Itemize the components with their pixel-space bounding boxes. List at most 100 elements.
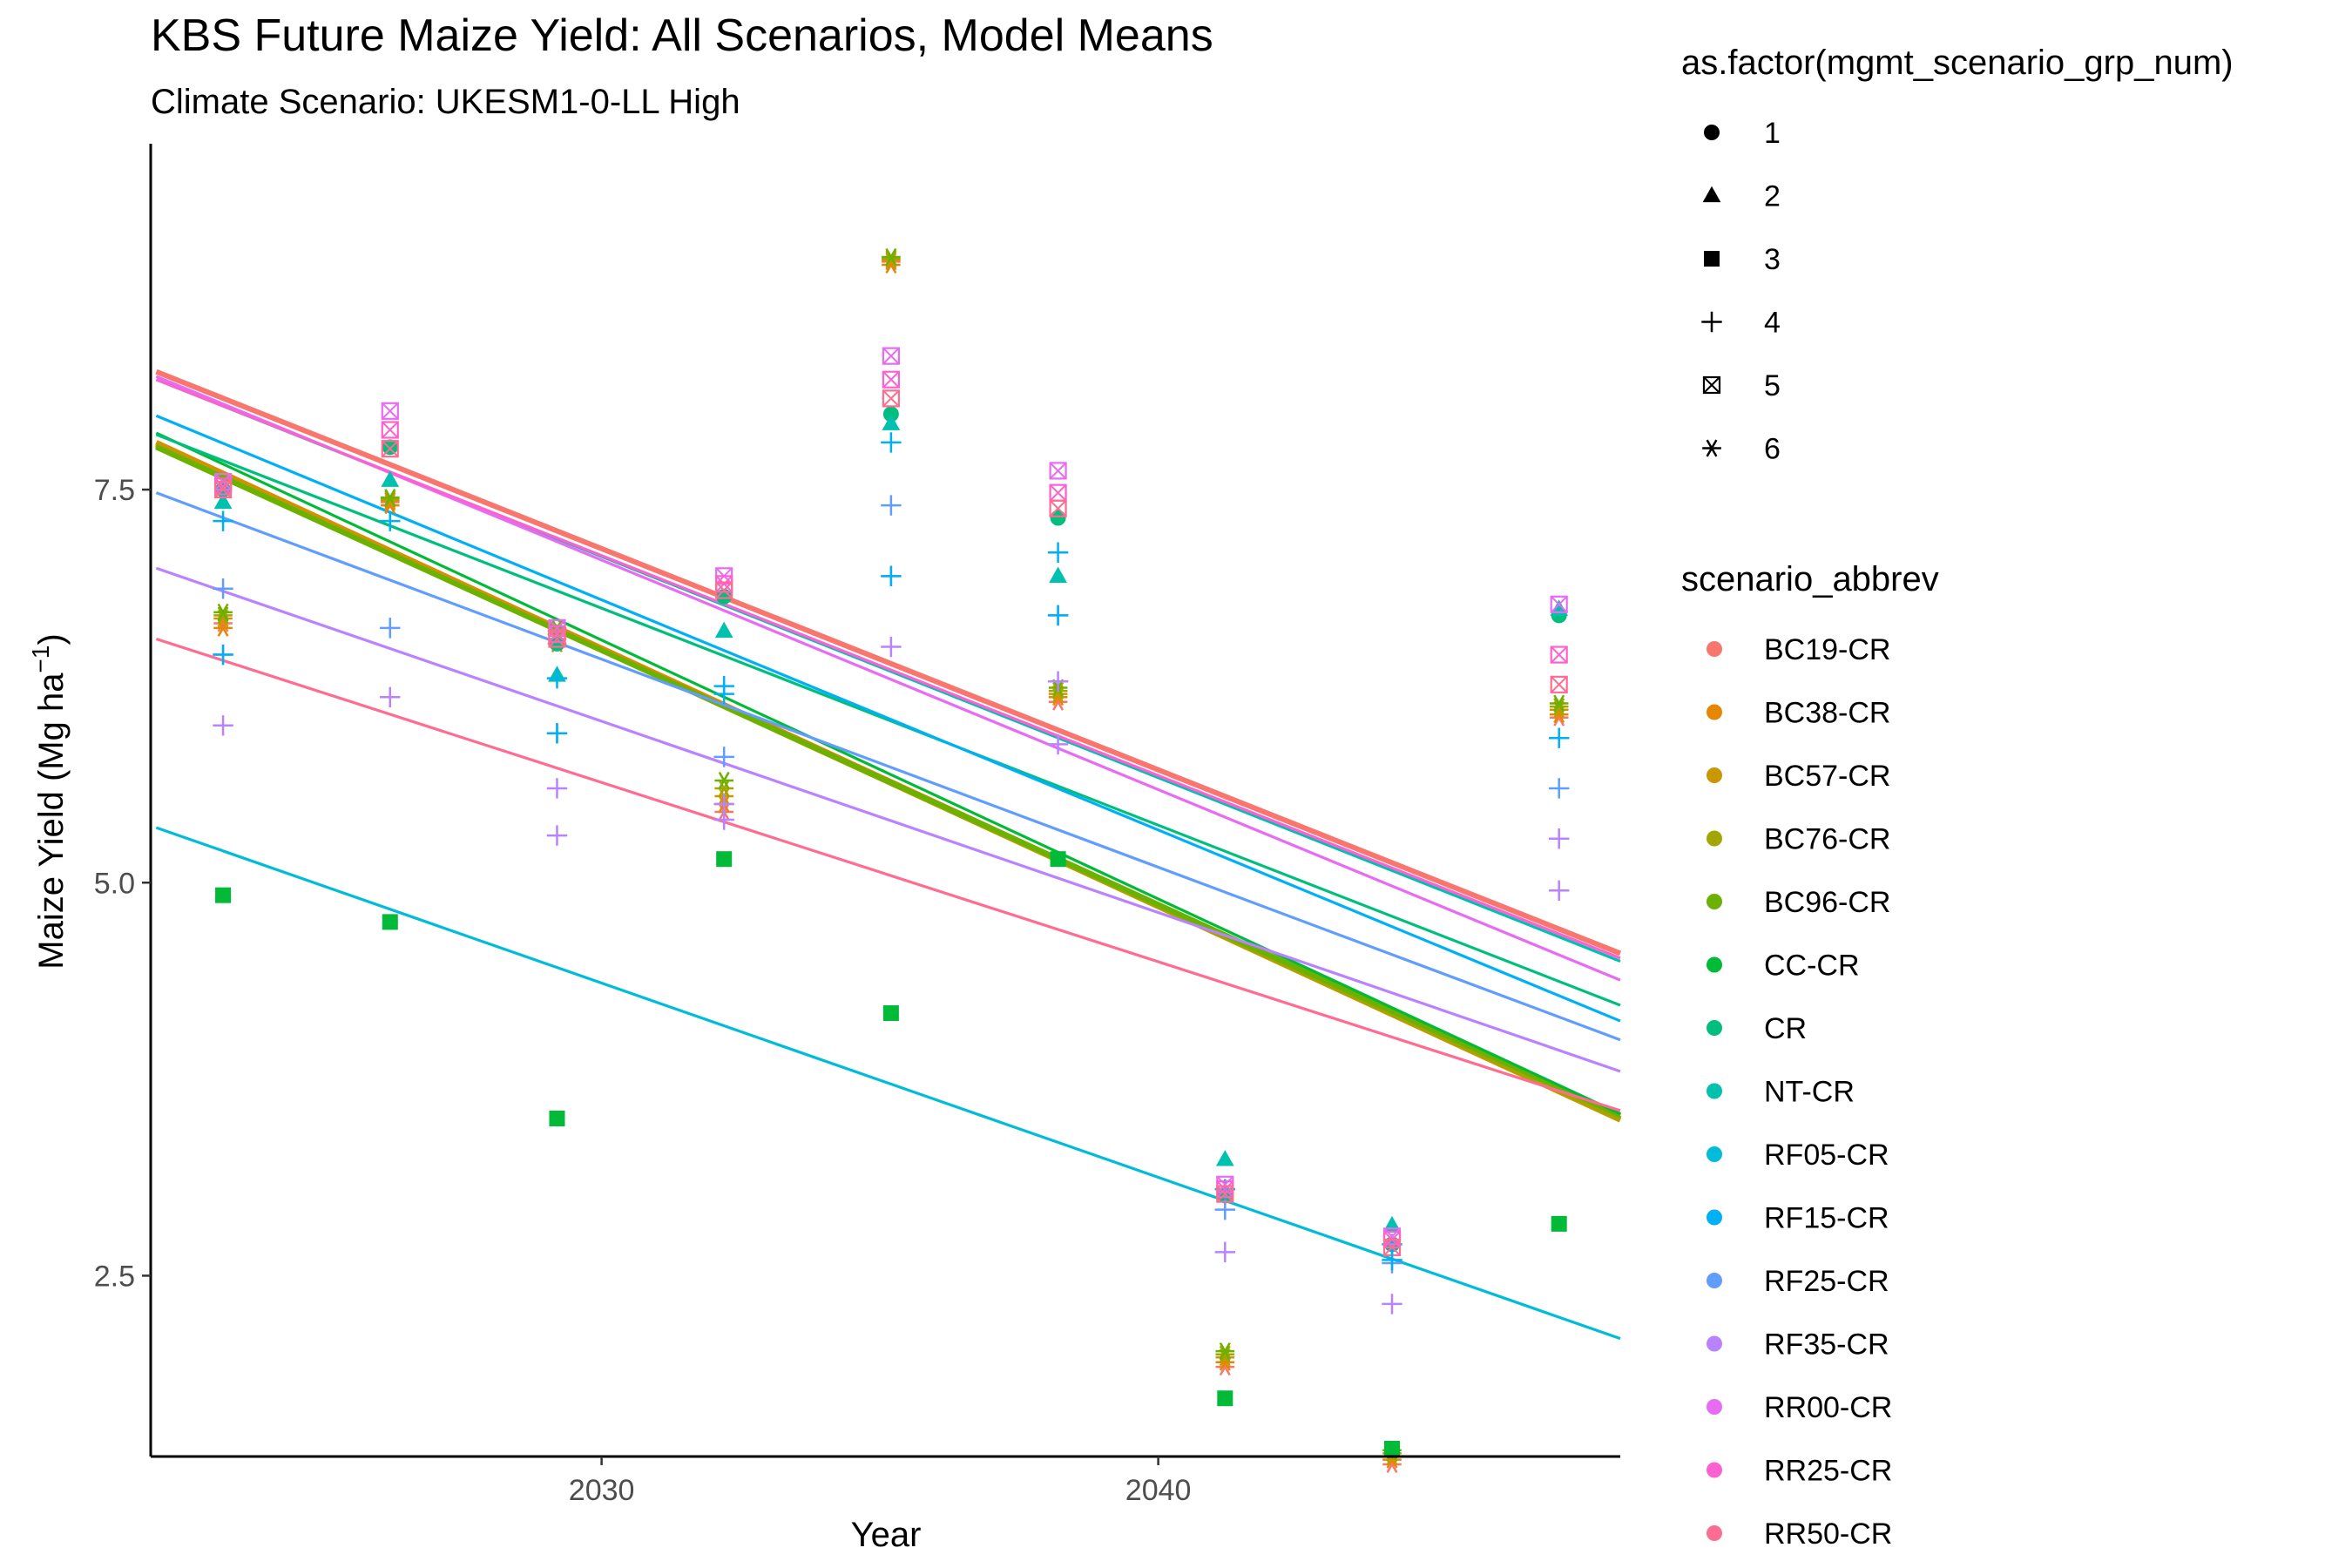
shape-legend-title: as.factor(mgmt_scenario_grp_num): [1681, 44, 2234, 82]
shape-legend-label-4: 4: [1764, 307, 1781, 340]
point-bc96-cr-6: [1215, 1342, 1235, 1361]
color-legend: scenario_abbrev BC19-CR BC38-CR BC57-CR BC7…: [1681, 560, 1939, 1551]
color-legend-key-bc19-cr: [1707, 641, 1722, 657]
color-legend-label-bc76-cr: BC76-CR: [1764, 823, 1890, 856]
y-axis-title-superscript: −1: [27, 645, 54, 673]
color-legend-key-rf15-cr: [1707, 1209, 1722, 1226]
data-points: [213, 247, 1570, 1474]
point-rf25-cr-0: [213, 578, 233, 599]
shape-legend-label-6: 6: [1764, 433, 1781, 466]
point-bc76-cr-0: [213, 606, 233, 625]
point-rr50-cr-6: [1216, 1185, 1234, 1203]
color-legend-label-rr00-cr: RR00-CR: [1764, 1391, 1892, 1424]
point-extra-rf35-cr-5: [1549, 880, 1570, 901]
point-rf35-cr-2: [546, 778, 568, 799]
color-legend-label-bc19-cr: BC19-CR: [1764, 633, 1890, 666]
point-cc-cr-1: [382, 914, 398, 930]
color-legend-key-bc38-cr: [1707, 704, 1722, 720]
trend-line-bc96-cr: [155, 444, 1622, 1119]
chart-subtitle: Climate Scenario: UKESM1-0-LL High: [151, 83, 740, 121]
color-legend-key-rf35-cr: [1707, 1335, 1722, 1352]
shape-legend-key-4: [1701, 311, 1722, 333]
point-nt-cr-0: [213, 492, 233, 510]
x-tick-label-2030: 2030: [569, 1474, 635, 1507]
color-legend-label-cc-cr: CC-CR: [1764, 950, 1860, 983]
point-extra-rf15-cr-0: [213, 644, 233, 666]
point-cc-cr-5: [1050, 851, 1066, 868]
point-cr-4: [882, 406, 899, 422]
y-tick-label-7.5: 7.5: [94, 474, 135, 507]
trend-line-rf15-cr: [155, 414, 1621, 1023]
point-rr50-cr-0: [213, 480, 233, 499]
trend-line-rr50-cr: [155, 637, 1621, 1112]
trend-line-cr: [155, 433, 1621, 1007]
point-rr50-cr-2: [548, 630, 566, 648]
point-rf15-cr-0: [213, 510, 233, 531]
shape-legend-label-5: 5: [1764, 369, 1781, 402]
point-extra-rf15-cr-1: [546, 723, 568, 744]
point-extra-rf15-cr-5: [1382, 1249, 1402, 1271]
point-nt-cr-1: [381, 470, 400, 487]
point-rf25-cr-3: [713, 747, 734, 767]
trend-line-rf05-cr: [155, 826, 1621, 1341]
point-cc-cr-4: [882, 1005, 899, 1022]
point-rr50-cr-3: [715, 581, 733, 599]
x-axis-ticks: 2030 2040: [569, 1456, 1191, 1507]
point-rf35-cr-1: [380, 686, 401, 707]
y-axis-title-main: Maize Yield (Mg ha: [32, 672, 71, 970]
shape-legend-key-2: [1702, 186, 1721, 203]
point-extra-rf15-cr-2: [713, 683, 734, 705]
point-rr25-cr-5: [1049, 483, 1067, 502]
point-rf35-cr-5: [1047, 671, 1069, 692]
color-legend-label-bc96-cr: BC96-CR: [1764, 886, 1890, 919]
point-rf35-cr-8: [1549, 828, 1570, 849]
point-rr25-cr-1: [381, 421, 399, 439]
point-extra-rf15-cr-3: [881, 565, 902, 587]
point-nt-cr-4: [882, 414, 901, 430]
point-nt-cr-6: [1215, 1150, 1234, 1166]
color-legend-label-bc38-cr: BC38-CR: [1764, 697, 1890, 730]
trend-line-cc-cr: [155, 431, 1621, 1116]
point-bc96-cr-4: [882, 247, 901, 266]
trend-line-bc19-cr: [155, 368, 1622, 956]
color-legend-key-cc-cr: [1707, 956, 1722, 973]
point-cc-cr-6: [1217, 1390, 1233, 1407]
color-legend-key-rr25-cr: [1707, 1462, 1722, 1478]
point-rf25-cr-8: [1549, 778, 1570, 799]
point-rf15-cr-8: [1549, 727, 1570, 748]
point-rf25-cr-1: [380, 618, 401, 639]
shape-legend-label-1: 1: [1764, 117, 1781, 150]
point-rr00-cr-1: [381, 402, 399, 420]
point-cc-cr-0: [215, 887, 232, 903]
point-extra-rf35-cr-0: [213, 715, 233, 736]
point-rf25-cr-6: [1214, 1199, 1235, 1220]
point-rr25-cr-8: [1550, 645, 1568, 664]
point-bc96-cr-3: [714, 771, 733, 789]
shape-legend-key-6: [1702, 439, 1721, 457]
point-rf15-cr-5: [1047, 542, 1069, 563]
point-extra-rf35-cr-4: [1047, 733, 1069, 755]
point-rf15-cr-1: [380, 510, 401, 531]
x-axis-title: Year: [851, 1516, 922, 1554]
color-legend-label-cr: CR: [1764, 1012, 1807, 1045]
color-legend-label-rf35-cr: RF35-CR: [1764, 1328, 1889, 1362]
color-legend-label-nt-cr: NT-CR: [1764, 1076, 1855, 1109]
shape-legend-label-2: 2: [1764, 180, 1781, 213]
color-legend-label-rr25-cr: RR25-CR: [1764, 1455, 1892, 1488]
point-rf35-cr-6: [1214, 1241, 1235, 1263]
color-legend-label-rr50-cr: RR50-CR: [1764, 1517, 1892, 1551]
point-extra-rf35-cr-2: [713, 809, 734, 830]
point-cr-5: [1050, 510, 1066, 526]
point-bc76-cr-8: [1549, 698, 1569, 716]
point-cc-cr-7: [1384, 1440, 1401, 1456]
point-rr50-cr-4: [882, 389, 900, 408]
shape-legend-key-3: [1704, 251, 1720, 267]
color-legend-label-rf15-cr: RF15-CR: [1764, 1202, 1889, 1235]
y-tick-label-5.0: 5.0: [94, 867, 135, 900]
point-rf35-cr-7: [1382, 1294, 1402, 1315]
shape-legend-key-5: [1702, 375, 1721, 395]
point-cc-cr-8: [1551, 1215, 1567, 1232]
color-legend-label-rf25-cr: RF25-CR: [1764, 1265, 1889, 1298]
color-legend-key-bc57-cr: [1707, 767, 1722, 783]
